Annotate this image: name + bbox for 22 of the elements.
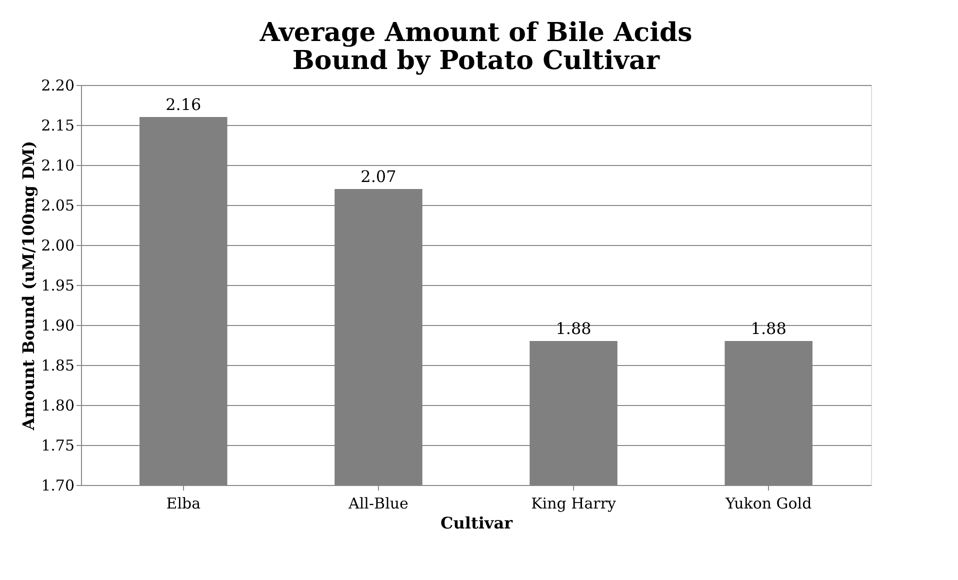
y-tick-label: 1.75 xyxy=(41,436,74,454)
data-label: 1.88 xyxy=(556,319,592,338)
y-tick-label: 1.95 xyxy=(41,276,74,294)
y-tick-label: 2.05 xyxy=(41,196,74,214)
y-tick-label: 2.15 xyxy=(41,116,74,134)
y-tick-label: 1.90 xyxy=(41,316,74,334)
y-tick-label: 1.85 xyxy=(41,356,74,374)
x-tick-label: King Harry xyxy=(531,494,616,512)
data-label: 2.07 xyxy=(360,167,396,186)
x-tick-label: Yukon Gold xyxy=(724,494,812,512)
y-tick-label: 1.70 xyxy=(41,476,74,494)
y-tick-label: 2.10 xyxy=(41,156,74,174)
y-tick-label: 2.20 xyxy=(41,76,74,94)
chart-title: Average Amount of Bile Acids Bound by Potato Cultivar xyxy=(258,18,692,76)
x-axis-title: Cultivar xyxy=(440,514,514,532)
y-tick-label: 2.00 xyxy=(41,236,74,254)
data-label: 1.88 xyxy=(750,319,786,338)
y-tick-label: 1.80 xyxy=(41,396,74,414)
y-axis-title: Amount Bound (uM/100mg DM) xyxy=(19,140,38,432)
data-label: 2.16 xyxy=(166,95,202,114)
x-tick-label: All-Blue xyxy=(348,494,409,512)
x-tick-label: Elba xyxy=(166,494,201,512)
